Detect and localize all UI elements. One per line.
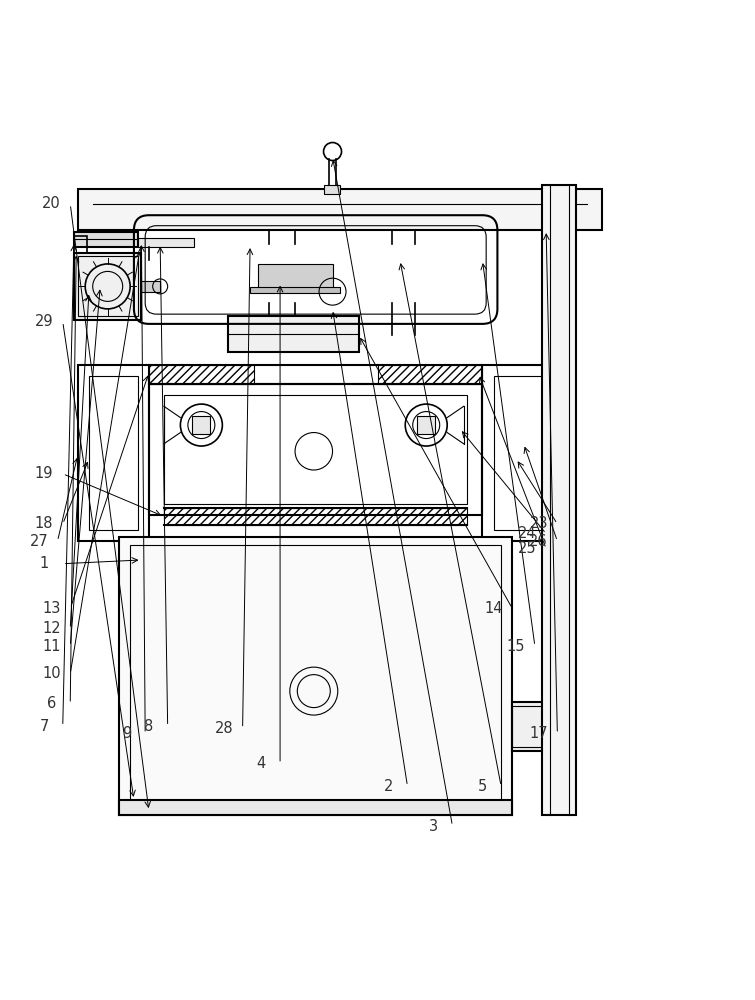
Bar (78, 189, 602, 230)
Bar (494, 376, 542, 530)
Bar (250, 287, 340, 293)
Text: 13: 13 (42, 601, 60, 616)
Bar (137, 238, 194, 247)
Text: 17: 17 (529, 726, 548, 741)
Text: 28: 28 (214, 721, 233, 736)
Bar (482, 365, 553, 541)
Bar (74, 253, 141, 320)
Text: 14: 14 (485, 601, 503, 616)
Text: 29: 29 (35, 314, 54, 329)
Bar (130, 545, 501, 804)
Bar (378, 365, 482, 384)
Text: 27: 27 (29, 534, 48, 549)
Bar (418, 416, 435, 434)
Text: 1: 1 (39, 556, 48, 571)
Text: 11: 11 (42, 639, 60, 654)
Text: 8: 8 (144, 719, 153, 734)
Bar (227, 316, 359, 352)
Bar (149, 384, 482, 515)
Text: 4: 4 (257, 756, 266, 771)
Bar (324, 185, 340, 194)
Bar (74, 236, 88, 253)
Bar (78, 365, 149, 541)
Bar (89, 376, 137, 530)
Text: 24: 24 (518, 526, 537, 541)
Text: 9: 9 (122, 726, 131, 741)
Bar (257, 264, 332, 290)
Text: 5: 5 (478, 779, 487, 794)
Text: 15: 15 (507, 639, 525, 654)
Bar (141, 281, 160, 292)
Text: 2: 2 (384, 779, 393, 794)
Bar (74, 232, 137, 247)
Text: 25: 25 (518, 541, 537, 556)
Text: 7: 7 (39, 719, 48, 734)
Text: 19: 19 (35, 466, 54, 481)
Text: 18: 18 (35, 516, 54, 531)
Text: 6: 6 (47, 696, 56, 711)
Bar (513, 702, 553, 751)
Bar (542, 185, 576, 815)
Text: 26: 26 (529, 534, 548, 549)
Text: 23: 23 (529, 516, 548, 531)
Bar (149, 365, 254, 384)
Text: 20: 20 (42, 196, 61, 211)
Bar (193, 416, 211, 434)
Text: 12: 12 (42, 621, 61, 636)
Text: 10: 10 (42, 666, 61, 681)
Text: 3: 3 (429, 819, 438, 834)
Bar (164, 508, 467, 525)
Bar (513, 706, 550, 747)
Bar (119, 537, 513, 815)
Bar (78, 256, 137, 316)
Bar (164, 395, 467, 504)
Bar (119, 800, 513, 815)
